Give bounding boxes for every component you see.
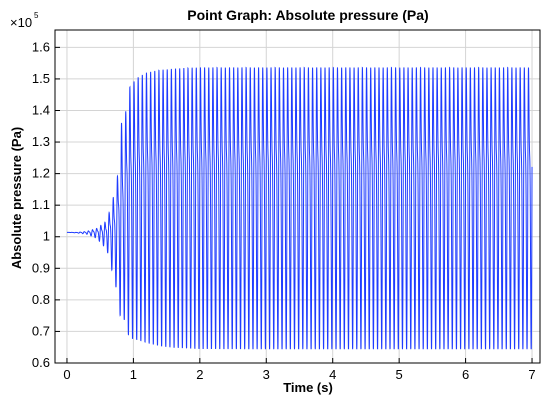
- y-tick-label: 1.1: [32, 197, 50, 212]
- x-tick-label: 2: [196, 367, 203, 382]
- x-tick-label: 3: [263, 367, 270, 382]
- y-multiplier-exponent: 5: [34, 11, 39, 20]
- y-multiplier-base: ×10: [10, 15, 32, 30]
- x-tick-label: 7: [528, 367, 535, 382]
- y-tick-label: 0.9: [32, 260, 50, 275]
- x-axis-label: Time (s): [283, 380, 333, 395]
- x-tick-label: 5: [396, 367, 403, 382]
- x-axis-ticks: 0 1 2 3 4 5 6 7: [63, 358, 536, 382]
- y-tick-label: 1.5: [32, 71, 50, 86]
- y-tick-label: 0.8: [32, 292, 50, 307]
- y-tick-label: 0.7: [32, 323, 50, 338]
- x-tick-label: 0: [63, 367, 70, 382]
- x-tick-label: 1: [130, 367, 137, 382]
- y-tick-label: 1.6: [32, 39, 50, 54]
- y-axis-label: Absolute pressure (Pa): [9, 127, 24, 269]
- y-tick-label: 1.3: [32, 134, 50, 149]
- y-multiplier: ×10 5: [10, 11, 39, 30]
- plot-frame: [54, 29, 541, 364]
- y-tick-label: 1.2: [32, 166, 50, 181]
- series-line: [66, 66, 533, 350]
- y-tick-label: 0.6: [32, 355, 50, 370]
- y-axis-ticks: 0.6 0.7 0.8 0.9 1 1.1 1.2 1.3 1.4 1.5 1.6: [32, 39, 60, 370]
- y-tick-label: 1.4: [32, 102, 50, 117]
- x-tick-label: 6: [462, 367, 469, 382]
- plot-area: [66, 66, 533, 350]
- chart-title: Point Graph: Absolute pressure (Pa): [187, 7, 428, 23]
- y-tick-label: 1: [43, 229, 50, 244]
- x-tick-label: 4: [329, 367, 336, 382]
